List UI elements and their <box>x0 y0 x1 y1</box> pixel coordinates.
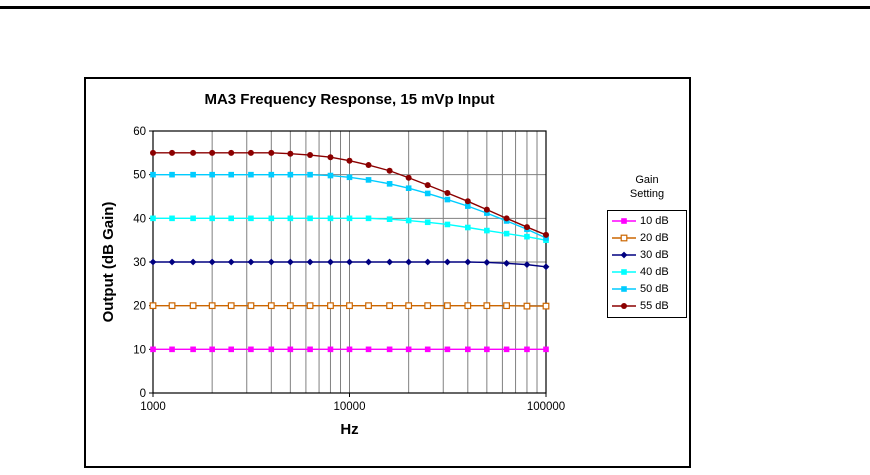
svg-text:0: 0 <box>140 388 146 400</box>
legend-item: 30 dB <box>609 247 685 264</box>
top-rule <box>0 6 870 9</box>
legend: Gain Setting 10 dB 20 dB 30 dB 40 dB 50 dB 55… <box>607 173 687 318</box>
legend-item-label: 30 dB <box>640 249 669 262</box>
svg-text:60: 60 <box>133 126 146 138</box>
legend-title-line1: Gain <box>635 174 659 186</box>
series-20-db <box>149 302 550 310</box>
legend-item-label: 55 dB <box>640 300 669 313</box>
series-40-db <box>150 215 549 243</box>
chart-title: MA3 Frequency Response, 15 mVp Input <box>204 91 495 108</box>
legend-marker-icon <box>612 286 636 292</box>
svg-text:20: 20 <box>133 301 146 313</box>
legend-title-line2: Setting <box>629 188 665 201</box>
axis-labels: 0 10 20 30 40 50 60 1000 10000 100000 <box>133 126 565 413</box>
legend-item: 55 dB <box>609 298 685 315</box>
legend-item: 20 dB <box>609 230 685 247</box>
chart-frame: 0 10 20 30 40 50 60 1000 10000 100000 MA3 Frequen… <box>84 77 691 468</box>
legend-item-label: 40 dB <box>640 266 669 279</box>
svg-text:1000: 1000 <box>140 401 166 413</box>
svg-text:10: 10 <box>133 344 146 356</box>
svg-text:10000: 10000 <box>334 401 366 413</box>
legend-item: 10 dB <box>609 213 685 230</box>
legend-marker-icon <box>612 269 636 275</box>
series-30-db <box>149 258 550 271</box>
y-axis-title: Output (dB Gain) <box>100 201 117 323</box>
svg-text:50: 50 <box>133 170 146 182</box>
legend-title: Gain Setting <box>607 173 687 202</box>
legend-box: 10 dB 20 dB 30 dB 40 dB 50 dB 55 dB <box>607 209 687 318</box>
legend-item: 40 dB <box>609 264 685 281</box>
x-axis-title: Hz <box>340 421 359 438</box>
svg-text:100000: 100000 <box>527 401 565 413</box>
legend-item-label: 50 dB <box>640 283 669 296</box>
series-55-db <box>150 149 549 238</box>
legend-item: 50 dB <box>609 281 685 298</box>
svg-text:30: 30 <box>133 257 146 269</box>
legend-item-label: 10 dB <box>640 215 669 228</box>
svg-text:40: 40 <box>133 213 146 225</box>
series-10-db <box>150 346 549 353</box>
frequency-response-plot: 0 10 20 30 40 50 60 1000 10000 100000 <box>133 126 565 413</box>
legend-marker-icon <box>612 234 636 242</box>
legend-item-label: 20 dB <box>640 232 669 245</box>
legend-marker-icon <box>612 218 636 224</box>
legend-marker-icon <box>612 251 636 259</box>
legend-marker-icon <box>612 303 636 310</box>
